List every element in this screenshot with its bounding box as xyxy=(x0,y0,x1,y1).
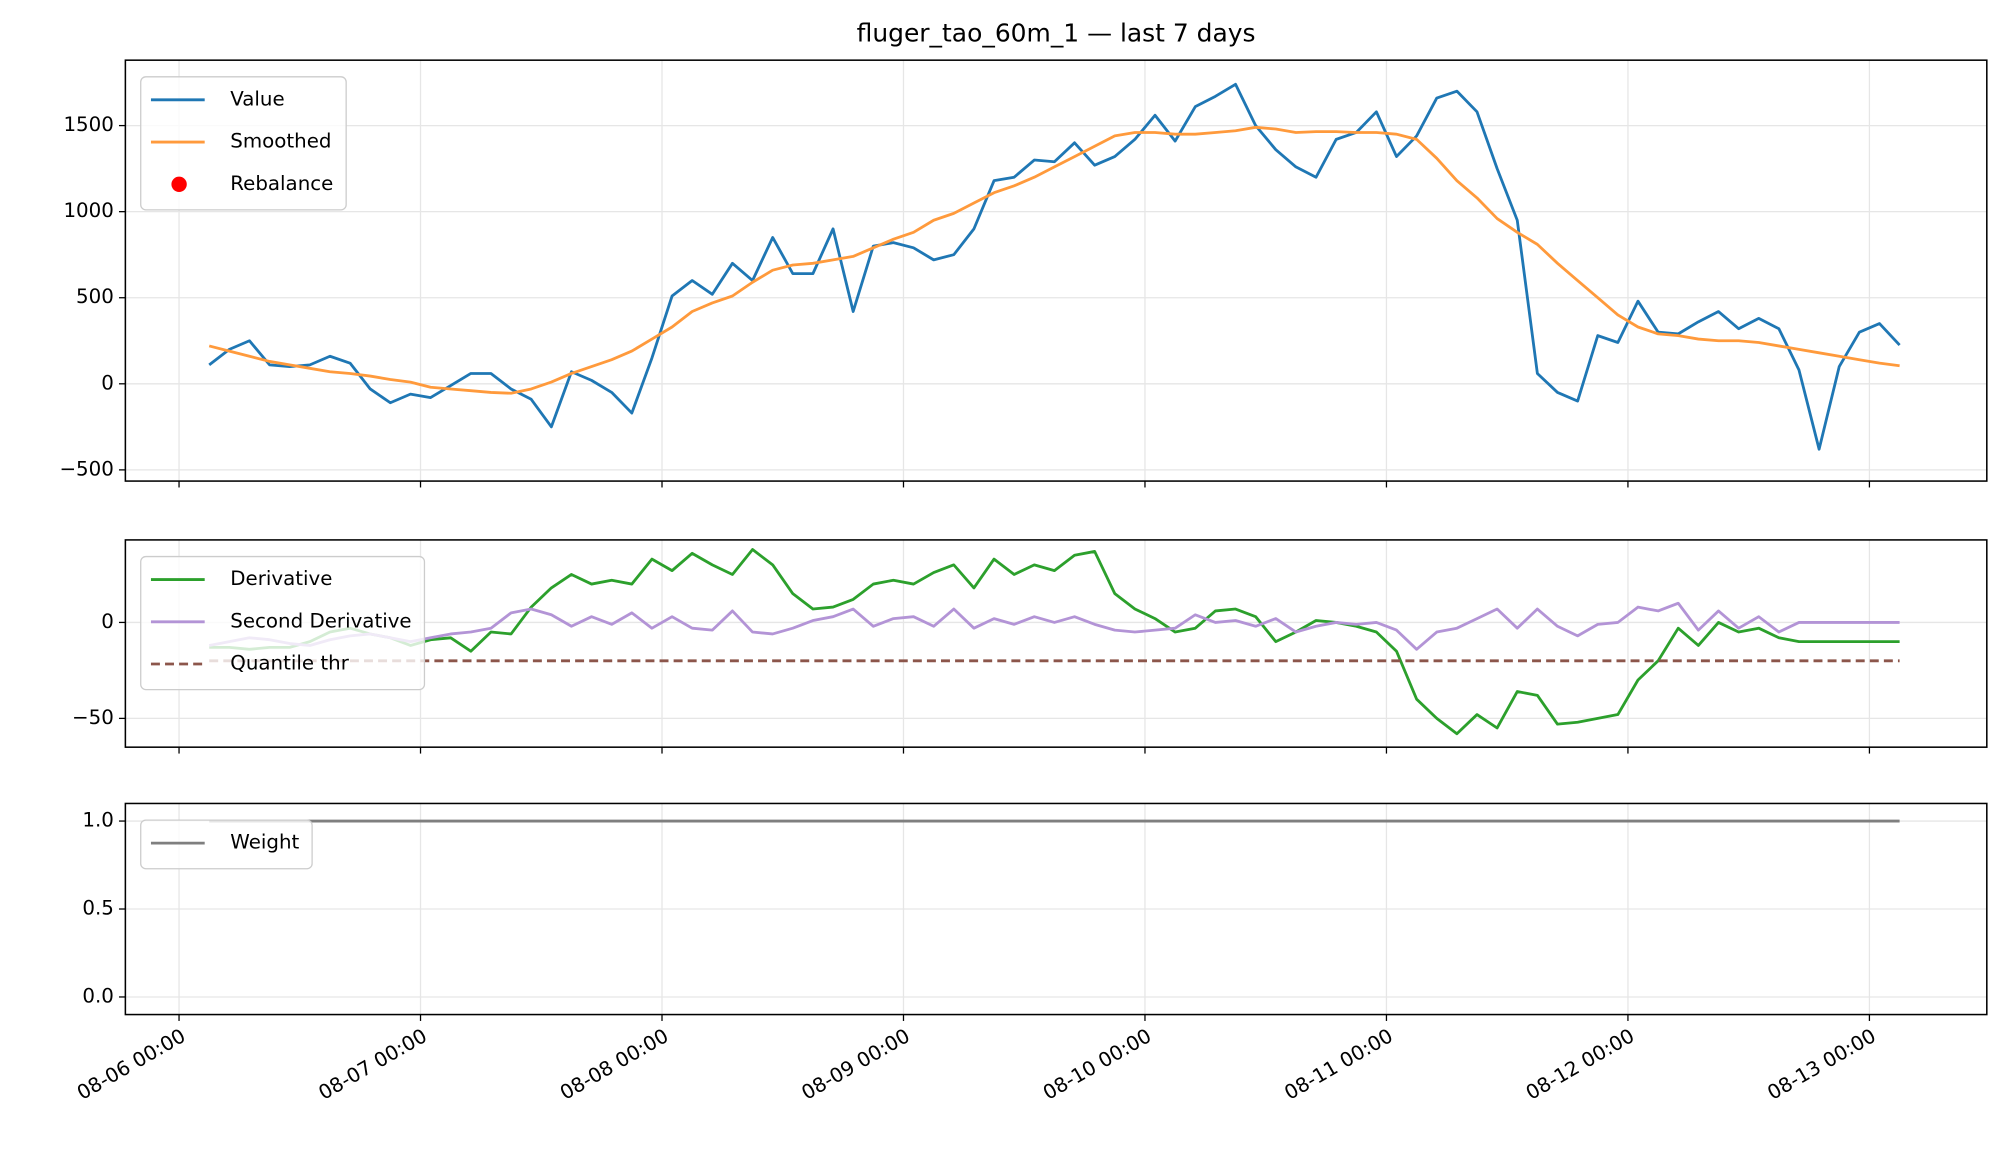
y-tick-label: −500 xyxy=(59,457,113,480)
legend-label: Second Derivative xyxy=(230,609,411,632)
legend-label: Rebalance xyxy=(230,172,333,195)
y-tick-label: 0 xyxy=(101,371,114,394)
y-tick-label: −50 xyxy=(72,706,114,729)
series-line xyxy=(208,125,1900,395)
legend-box xyxy=(140,819,313,870)
legend: Derivative Second Derivative Quantile thr xyxy=(140,555,426,691)
y-tick-label: 0 xyxy=(101,610,114,633)
axes-frame xyxy=(124,539,1988,748)
legend-label: Value xyxy=(230,87,284,110)
legend-box xyxy=(140,555,426,691)
y-tick-label: 1.0 xyxy=(82,809,114,832)
series-line xyxy=(208,82,1901,451)
legend: Weight xyxy=(140,819,313,870)
axes-frame xyxy=(124,802,1988,1016)
legend-label: Smoothed xyxy=(230,130,331,153)
series-line xyxy=(209,548,1900,736)
y-tick-label: 1500 xyxy=(63,113,113,136)
series-line xyxy=(208,601,1900,651)
legend-marker xyxy=(171,176,187,192)
y-tick-label: 1000 xyxy=(63,199,113,222)
legend-label: Weight xyxy=(230,831,299,854)
axes-frame xyxy=(124,59,1988,482)
y-tick-label: 500 xyxy=(76,285,114,308)
y-tick-label: 0.0 xyxy=(82,984,114,1007)
chart-title: fluger_tao_60m_1 — last 7 days xyxy=(857,19,1256,48)
legend-label: Quantile thr xyxy=(230,652,349,675)
y-tick-label: 0.5 xyxy=(82,897,114,920)
legend-box xyxy=(140,76,347,211)
legend-label: Derivative xyxy=(230,567,332,590)
legend: Value Smoothed Rebalance xyxy=(140,76,347,211)
